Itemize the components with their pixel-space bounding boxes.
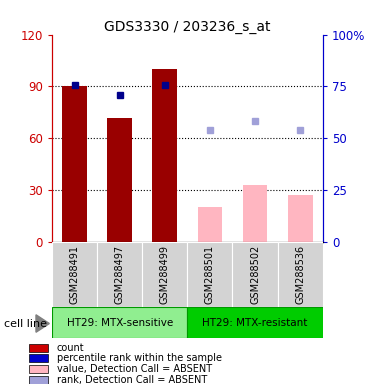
Bar [278, 242, 323, 307]
Text: GSM288491: GSM288491 [69, 245, 79, 304]
Bar [62, 86, 87, 242]
Bar [187, 307, 323, 338]
Bar [97, 242, 142, 307]
Text: HT29: MTX-resistant: HT29: MTX-resistant [202, 318, 308, 328]
Text: cell line: cell line [4, 319, 47, 329]
Bar [29, 354, 48, 362]
Bar [233, 242, 278, 307]
Bar [107, 118, 132, 242]
Text: count: count [57, 343, 85, 353]
Title: GDS3330 / 203236_s_at: GDS3330 / 203236_s_at [104, 20, 270, 33]
Text: GSM288502: GSM288502 [250, 245, 260, 304]
Text: percentile rank within the sample: percentile rank within the sample [57, 353, 222, 363]
Bar [288, 195, 313, 242]
Bar [52, 242, 97, 307]
Bar [142, 242, 187, 307]
Text: GSM288536: GSM288536 [295, 245, 305, 304]
Bar [197, 207, 222, 242]
Bar [152, 69, 177, 242]
Bar [187, 242, 233, 307]
Bar [29, 366, 48, 373]
Text: GSM288499: GSM288499 [160, 245, 170, 304]
Bar [29, 376, 48, 384]
Polygon shape [36, 315, 49, 332]
Text: rank, Detection Call = ABSENT: rank, Detection Call = ABSENT [57, 376, 207, 384]
Text: GSM288501: GSM288501 [205, 245, 215, 304]
Text: value, Detection Call = ABSENT: value, Detection Call = ABSENT [57, 364, 212, 374]
Bar [29, 344, 48, 352]
Text: HT29: MTX-sensitive: HT29: MTX-sensitive [66, 318, 173, 328]
Bar [52, 307, 187, 338]
Bar [243, 185, 267, 242]
Text: GSM288497: GSM288497 [115, 245, 125, 304]
